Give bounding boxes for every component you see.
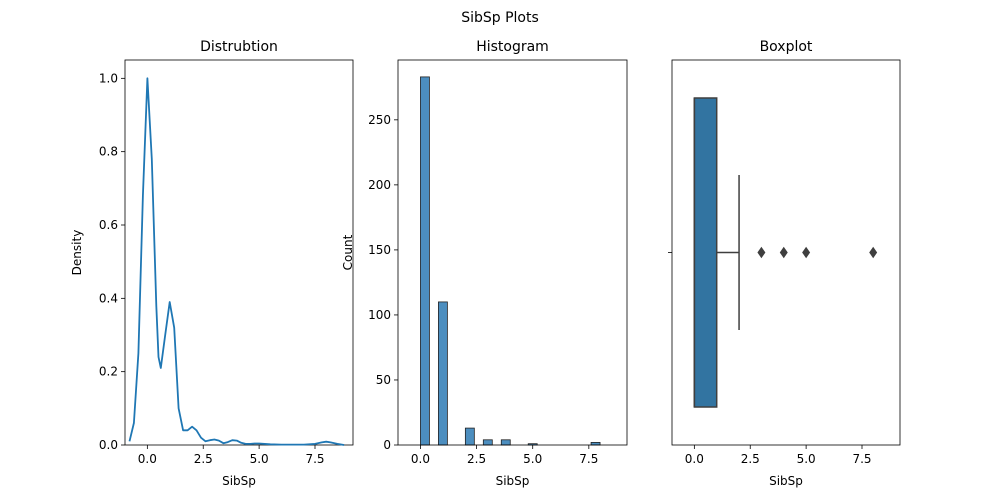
y-tick-label: 0.4	[99, 291, 118, 305]
y-tick-label: 0.8	[99, 145, 118, 159]
y-tick-label: 250	[368, 113, 391, 127]
x-tick-label: 5.0	[523, 452, 542, 466]
histogram-bar	[420, 76, 430, 446]
subplot-title: Boxplot	[760, 39, 813, 55]
x-tick-label: 0.0	[685, 452, 704, 466]
x-tick-label: 0.0	[138, 452, 157, 466]
x-axis-title: SibSp	[769, 474, 803, 488]
y-tick-label: 150	[368, 243, 391, 257]
box-iqr	[693, 97, 718, 408]
y-tick-label: 50	[376, 373, 391, 387]
x-tick-label: 0.0	[411, 452, 430, 466]
boxplot-subplot: 0.0 2.5 5.0 7.5 SibSp Boxplot	[668, 39, 901, 488]
y-tick-label: 200	[368, 178, 391, 192]
x-tick-label: 7.5	[579, 452, 598, 466]
x-axis-title: SibSp	[222, 474, 256, 488]
density-line	[128, 77, 345, 446]
axes-frame	[124, 59, 354, 446]
histogram-bar	[500, 439, 511, 446]
y-tick-label: 0.0	[99, 438, 118, 452]
y-tick-label: 0	[383, 438, 391, 452]
distribution-subplot: 0.0 2.5 5.0 7.5 SibSp 0.0 0.2 0.4 0.6 0.8 1.0 Densi…	[70, 39, 354, 488]
x-axis-title: SibSp	[496, 474, 530, 488]
x-tick-label: 7.5	[852, 452, 871, 466]
x-tick-label: 2.5	[741, 452, 760, 466]
histogram-subplot: 0.0 2.5 5.0 7.5 SibSp 0 50 100 150 200 250 Count His…	[341, 39, 628, 488]
axes-frame	[397, 59, 628, 446]
subplot-title: Histogram	[476, 39, 549, 55]
y-axis-title: Density	[70, 230, 84, 276]
x-tick-label: 2.5	[194, 452, 213, 466]
x-tick-label: 5.0	[250, 452, 269, 466]
y-tick-label: 1.0	[99, 71, 118, 85]
y-tick-label: 0.2	[99, 365, 118, 379]
y-tick-label: 100	[368, 308, 391, 322]
box-outlier-point	[869, 246, 878, 259]
x-tick-label: 7.5	[305, 452, 324, 466]
histogram-bar	[464, 427, 475, 446]
x-tick-label: 2.5	[467, 452, 486, 466]
histogram-bar	[438, 301, 448, 446]
subplot-title: Distrubtion	[200, 39, 278, 55]
y-axis-title: Count	[341, 234, 355, 270]
y-tick-label: 0.6	[99, 218, 118, 232]
histogram-bar	[482, 439, 493, 446]
box-outlier-point	[802, 246, 811, 259]
figure-suptitle: SibSp Plots	[461, 10, 539, 26]
box-outlier-point	[757, 246, 766, 259]
x-tick-label: 5.0	[797, 452, 816, 466]
box-outlier-point	[779, 246, 788, 259]
